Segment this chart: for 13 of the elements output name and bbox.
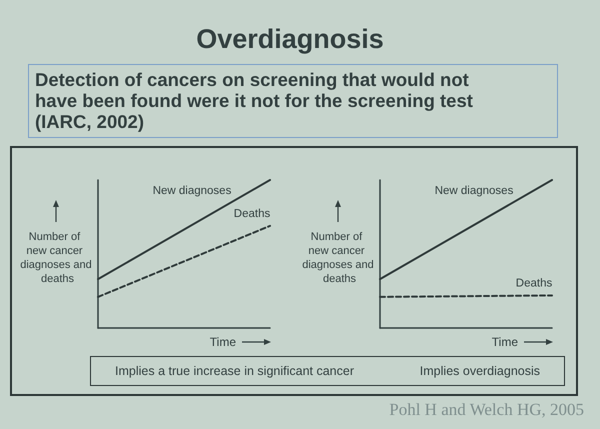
text: Pohl H and Welch HG, 2005 bbox=[389, 400, 584, 420]
chart-title: Overdiagnosis bbox=[195, 24, 385, 55]
chart-subtitle: Detection of cancers on screening that would not have been found were it not for the screening test (IARC, 2002) bbox=[35, 69, 474, 132]
y-axis-title: Number of new cancer diagnoses and deaths bbox=[20, 231, 92, 285]
x-axis-title: Time bbox=[210, 335, 236, 349]
series-label: Deaths bbox=[516, 277, 552, 290]
y-axis-title: Number of new cancer diagnoses and deaths bbox=[302, 231, 374, 285]
text: Implies overdiagnosis bbox=[420, 364, 540, 378]
series-label: New diagnoses bbox=[152, 185, 232, 197]
series-label: Deaths bbox=[234, 208, 270, 220]
series-label: New diagnoses bbox=[434, 185, 514, 197]
text: Implies a true increase in significant cancer bbox=[115, 364, 354, 378]
x-axis-title: Time bbox=[492, 335, 518, 349]
